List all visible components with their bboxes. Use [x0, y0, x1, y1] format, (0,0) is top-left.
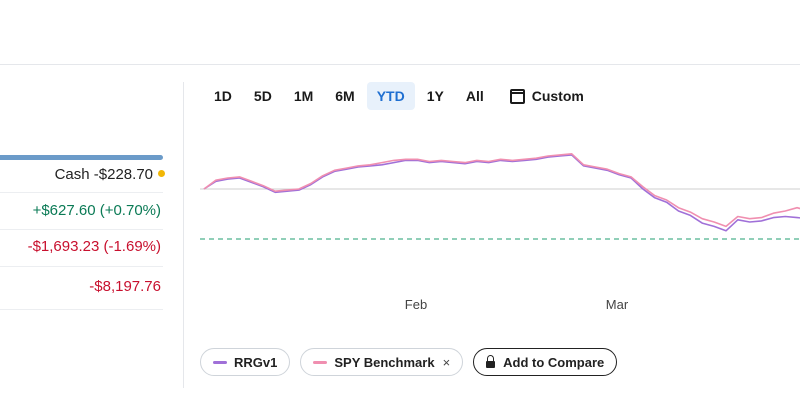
tab-1m[interactable]: 1M: [293, 88, 314, 104]
total-return-value: -$8,197.76: [89, 278, 161, 295]
allocation-bar: [0, 155, 163, 160]
tab-ytd[interactable]: YTD: [366, 82, 415, 110]
lock-icon: [486, 354, 496, 368]
series-swatch: [313, 360, 328, 364]
header-divider: [0, 64, 800, 65]
range-tabs: 1D 5D 1M 6M YTD 1Y All Custom: [204, 82, 596, 110]
tab-5d[interactable]: 5D: [253, 88, 272, 104]
series-line-1: [203, 152, 800, 228]
tab-all[interactable]: All: [465, 88, 484, 104]
legend-label: RRGv1: [234, 354, 278, 370]
row-divider: [0, 309, 163, 310]
day-change-value: +$627.60 (+0.70%): [32, 202, 161, 219]
add-to-compare-label: Add to Compare: [503, 354, 605, 370]
custom-range-button[interactable]: Custom: [500, 82, 594, 110]
add-to-compare-button[interactable]: Add to Compare: [473, 348, 618, 376]
tab-1y[interactable]: 1Y: [426, 88, 444, 104]
series-line-0: [203, 154, 800, 232]
x-tick-mar: Mar: [606, 297, 629, 312]
cash-status-dot: [158, 170, 165, 177]
cash-label: Cash: [54, 166, 90, 183]
panel-divider: [183, 82, 184, 388]
row-divider: [0, 266, 163, 267]
legend-chips: RRGv1 SPY Benchmark × Add to Compare: [200, 348, 627, 376]
legend-chip-spy-benchmark[interactable]: SPY Benchmark ×: [300, 348, 464, 376]
portfolio-summary-panel: Cash -$228.70 +$627.60 (+0.70%) -$1,693.…: [0, 65, 175, 400]
cash-row: Cash -$228.70: [55, 166, 165, 183]
calendar-icon: [509, 88, 525, 104]
legend-label: SPY Benchmark: [334, 354, 435, 370]
row-divider: [0, 192, 163, 193]
period-change-value: -$1,693.23 (-1.69%): [27, 238, 161, 255]
custom-range-label: Custom: [531, 88, 584, 104]
cash-value: -$228.70: [93, 166, 153, 183]
performance-chart[interactable]: Feb Mar: [184, 112, 800, 332]
series-swatch: [213, 360, 227, 364]
tab-1d[interactable]: 1D: [214, 88, 232, 104]
close-icon[interactable]: ×: [442, 354, 451, 370]
legend-chip-rrgv1[interactable]: RRGv1: [200, 348, 291, 376]
row-divider: [0, 229, 163, 230]
x-tick-feb: Feb: [405, 297, 427, 312]
tab-6m[interactable]: 6M: [335, 88, 355, 104]
